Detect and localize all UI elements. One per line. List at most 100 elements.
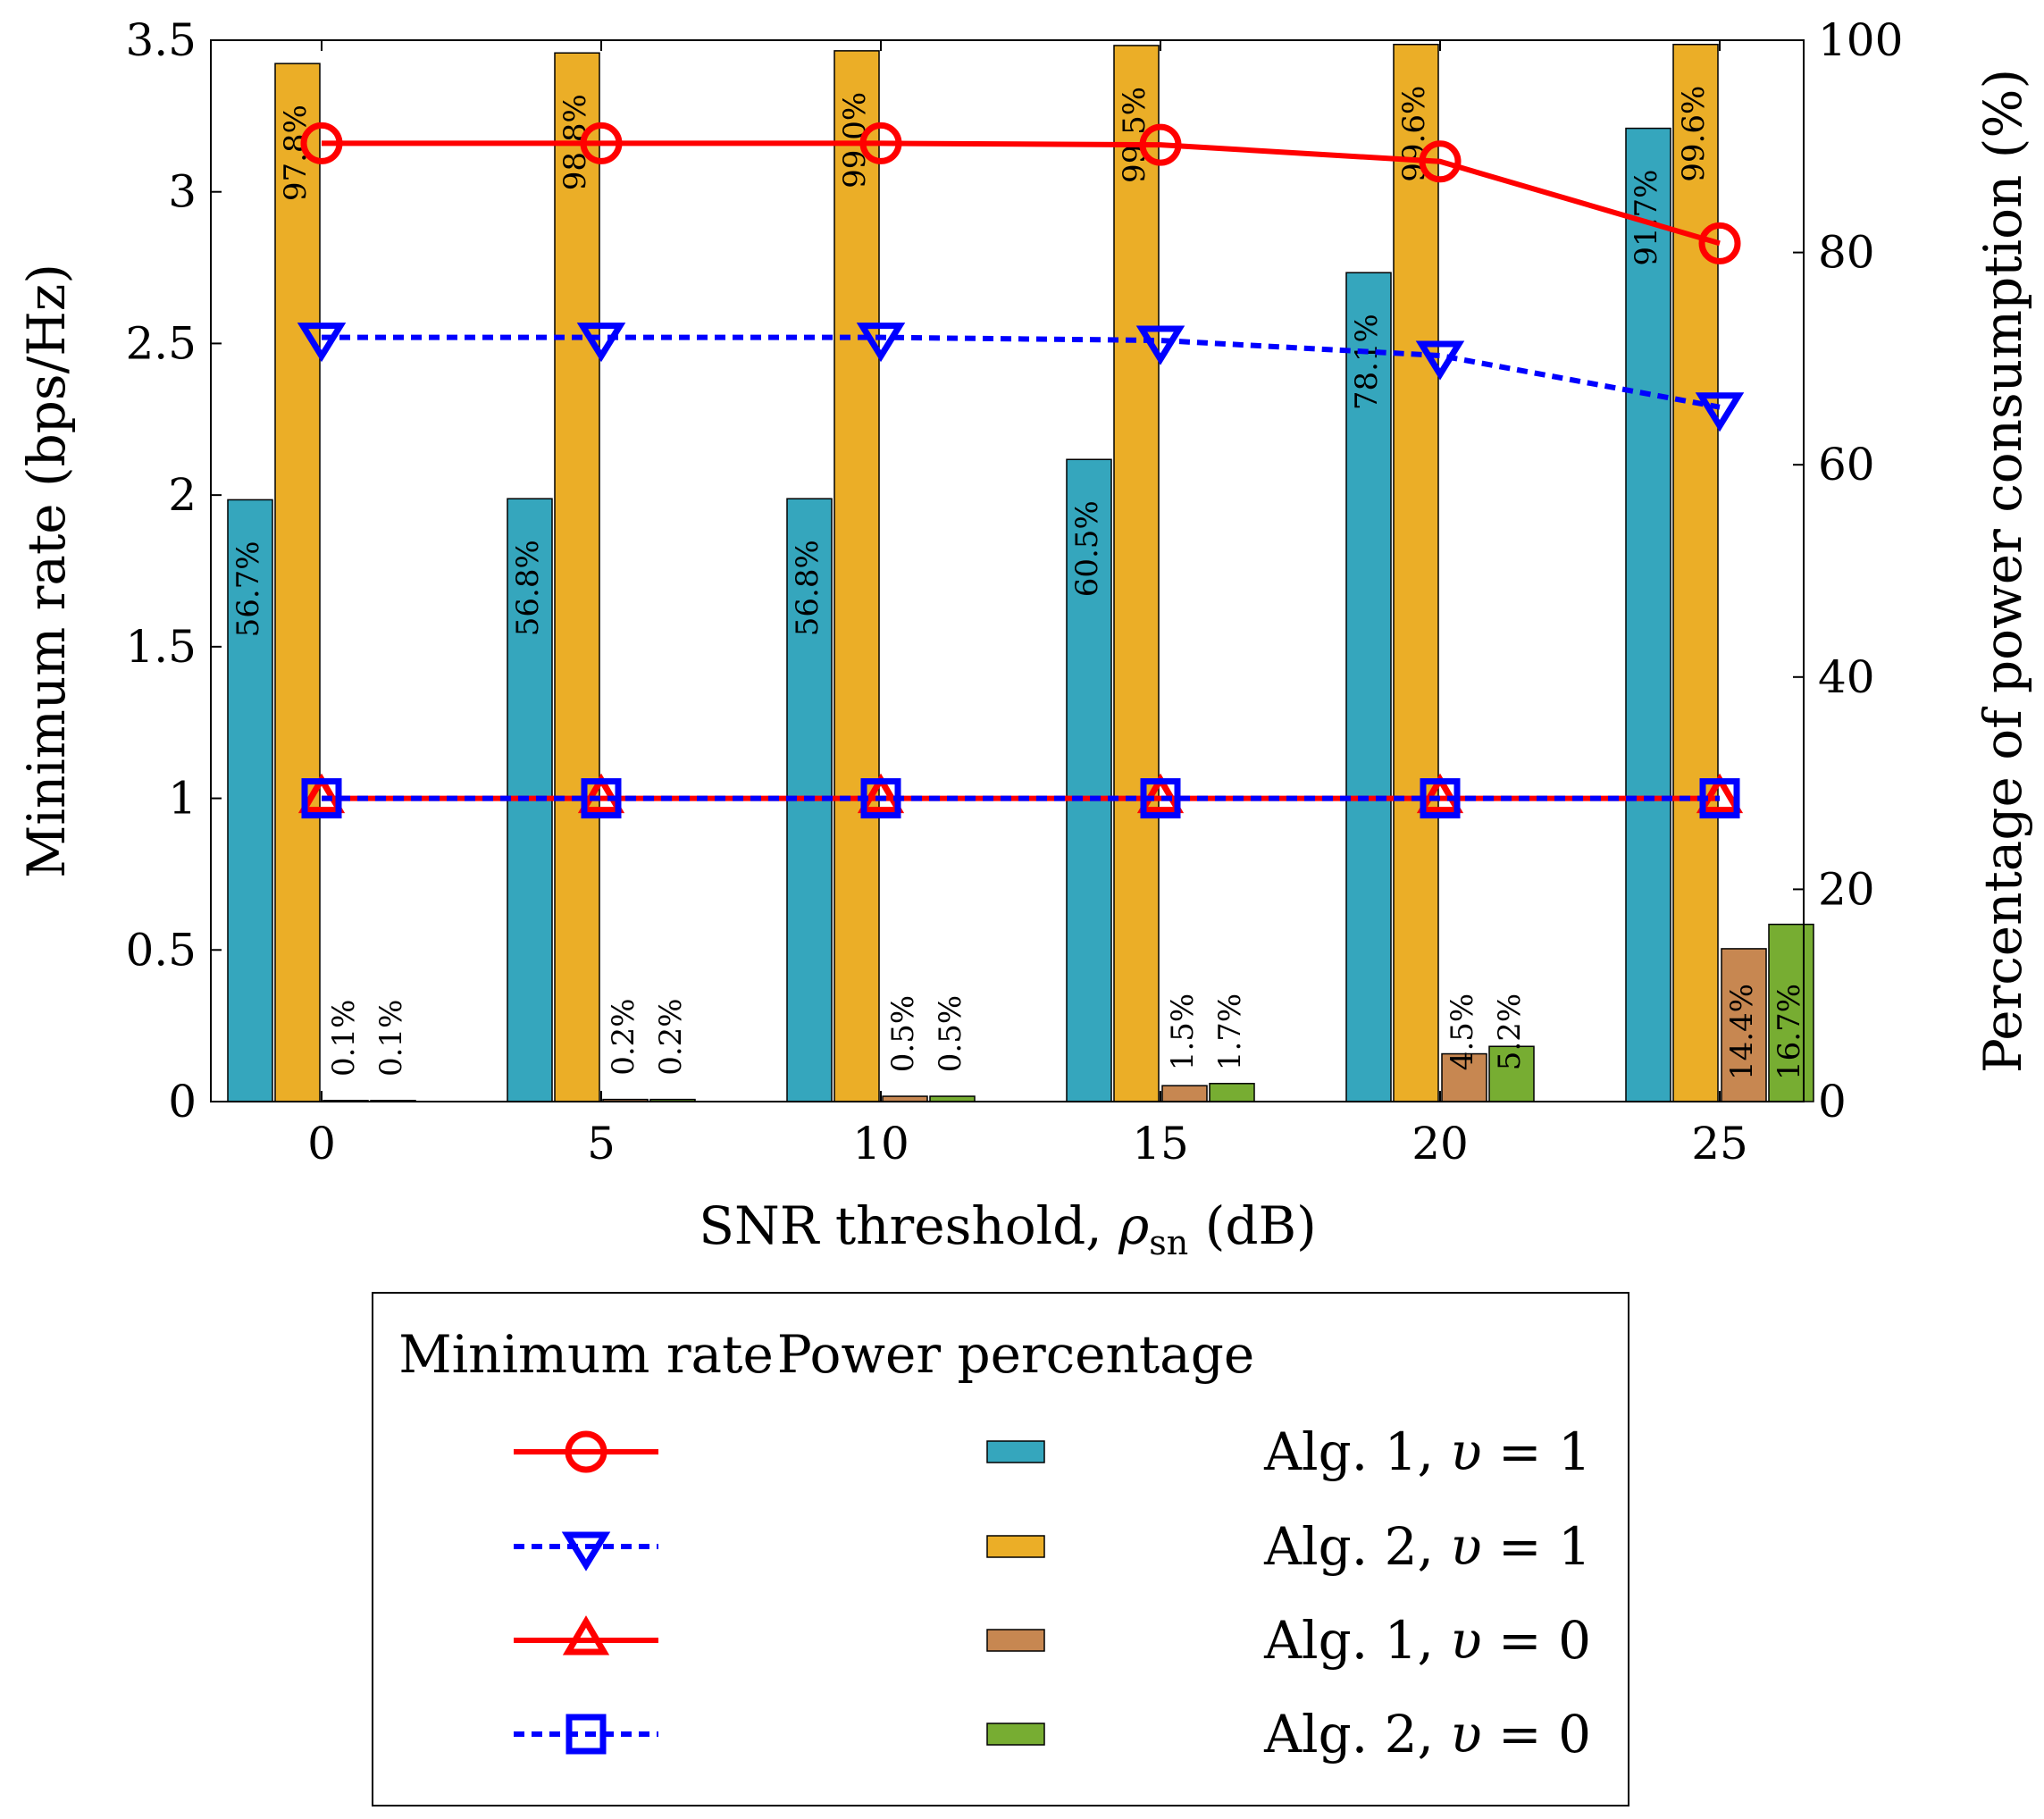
marker-s1-c0 (300, 122, 343, 164)
legend-label-symbol-2: υ (1450, 1516, 1481, 1577)
legend-swatch-4 (986, 1723, 1045, 1746)
bar-label-s4-c1: 0.2% (653, 998, 689, 1075)
legend-label-4: Alg. 2, υ = 0 (1263, 1704, 1591, 1765)
bar-label-s1-c4: 78.1% (1349, 314, 1385, 410)
marker-s2-c3 (1135, 325, 1185, 365)
legend-marker-1 (565, 1430, 607, 1473)
y-left-tick-1: 0.5 (125, 924, 197, 976)
bar-s2-c3 (1113, 45, 1160, 1102)
marker-s2-c5 (1695, 392, 1745, 432)
marker-s3-c1 (577, 773, 625, 814)
bar-s2-c0 (274, 63, 321, 1102)
marker-s3-c2 (857, 773, 905, 814)
legend: Minimum rate Power percentage Alg. 1, υ … (372, 1292, 1629, 1806)
x-axis-title-rho: ρ (1118, 1195, 1149, 1256)
legend-swatch-2 (986, 1535, 1045, 1558)
marker-s2-c4 (1415, 340, 1465, 381)
marker-s3-c0 (297, 773, 346, 814)
bar-label-s4-c5: 16.7% (1772, 984, 1807, 1080)
y-left-tick-6: 3 (168, 166, 197, 218)
bar-label-s1-c3: 60.5% (1069, 500, 1105, 597)
y-axis-title-left: Minimum rate (bps/Hz) (16, 264, 77, 878)
bar-label-s3-c3: 1.5% (1165, 993, 1201, 1070)
bar-label-s3-c0: 0.1% (326, 1000, 362, 1077)
bar-s3-c3 (1161, 1085, 1208, 1102)
legend-label-2: Alg. 2, υ = 1 (1263, 1516, 1591, 1577)
legend-marker-2 (561, 1531, 611, 1572)
bar-label-s1-c2: 56.8% (790, 540, 825, 636)
bar-s4-c3 (1209, 1083, 1255, 1102)
x-axis-title: SNR threshold, ρsn (dB) (699, 1195, 1316, 1262)
legend-marker-3 (562, 1615, 610, 1656)
y-left-tick-3: 1.5 (125, 621, 197, 673)
marker-s2-c1 (576, 323, 626, 363)
marker-s4-c4 (1420, 778, 1461, 819)
bar-label-s4-c4: 5.2% (1492, 993, 1528, 1070)
marker-s2-c0 (297, 323, 347, 363)
legend-label-alg-3: Alg. 1, (1263, 1610, 1450, 1671)
y-right-tick-5: 100 (1818, 14, 1903, 66)
line-s2 (322, 334, 1721, 410)
legend-entry-2: Alg. 2, υ = 1 (514, 1516, 1591, 1577)
bar-s4-c4 (1488, 1045, 1535, 1102)
bar-s1-c5 (1625, 127, 1671, 1102)
bar-s2-c1 (554, 52, 600, 1102)
bar-label-s2-c4: 99.6% (1396, 86, 1432, 182)
bar-s2-c5 (1672, 44, 1719, 1102)
legend-label-symbol-3: υ (1450, 1610, 1481, 1671)
y-left-tick-5: 2.5 (125, 317, 197, 369)
y-axis-title-right: Percentage of power consumption (%) (1973, 69, 2033, 1073)
marker-s4-c0 (301, 778, 342, 819)
marker-s4-c3 (1140, 778, 1181, 819)
legend-label-alg-1: Alg. 1, (1263, 1421, 1450, 1482)
legend-swatch-3 (986, 1629, 1045, 1652)
bar-s2-c4 (1393, 44, 1439, 1102)
y-left-tick-4: 2 (168, 469, 197, 521)
legend-entry-4: Alg. 2, υ = 0 (514, 1704, 1591, 1765)
legend-label-alg-2: Alg. 2, (1263, 1516, 1450, 1577)
legend-swatch-1 (986, 1440, 1045, 1463)
ticks-layer: 0 0.5 1 1.5 2 2.5 3 3.5 0 20 40 60 80 100 0 5 10 15 20 25 (125, 14, 1903, 1169)
bar-label-s2-c5: 99.6% (1676, 86, 1712, 182)
bar-label-s3-c5: 14.4% (1724, 984, 1760, 1080)
bar-label-s4-c0: 0.1% (373, 1000, 409, 1077)
bar-label-s1-c1: 56.8% (510, 540, 546, 636)
lines-layer (297, 122, 1745, 819)
bar-s4-c5 (1768, 923, 1814, 1102)
x-axis-title-unit: (dB) (1188, 1195, 1316, 1256)
legend-label-value-4: = 0 (1482, 1704, 1591, 1765)
bar-label-s2-c2: 99.0% (837, 92, 873, 189)
y-left-tick-0: 0 (168, 1076, 197, 1127)
bar-label-s1-c0: 56.7% (230, 541, 266, 637)
x-tick-2: 10 (852, 1118, 909, 1169)
marker-s3-c5 (1696, 773, 1744, 814)
marker-s2-c2 (856, 323, 906, 363)
bar-s1-c0 (227, 499, 273, 1102)
bar-labels-layer: 56.7% 56.8% 56.8% 60.5%78.1%91.7%97.8% 98.8%… (230, 86, 1807, 1080)
legend-label-symbol-4: υ (1450, 1704, 1481, 1765)
marker-s3-c3 (1136, 773, 1185, 814)
y-right-tick-4: 80 (1818, 227, 1875, 279)
marker-s4-c5 (1699, 778, 1740, 819)
legend-label-value-3: = 0 (1482, 1610, 1591, 1671)
marker-s1-c4 (1419, 140, 1462, 183)
legend-label-symbol-1: υ (1450, 1421, 1481, 1482)
marker-s3-c4 (1416, 773, 1464, 814)
x-tick-0: 0 (307, 1118, 336, 1169)
x-tick-1: 5 (587, 1118, 616, 1169)
legend-entry-1: Alg. 1, υ = 1 (514, 1421, 1591, 1482)
y-left-tick-2: 1 (168, 773, 197, 825)
bar-s2-c2 (834, 50, 880, 1102)
y-right-tick-1: 20 (1818, 863, 1875, 915)
x-tick-4: 20 (1412, 1118, 1469, 1169)
y-left-tick-7: 3.5 (125, 14, 197, 66)
marker-s1-c3 (1139, 123, 1182, 166)
bar-label-s3-c4: 4.5% (1445, 993, 1480, 1070)
plot-frame (210, 39, 1805, 1102)
legend-header-power: Power percentage (777, 1324, 1254, 1385)
y-right-tick-3: 60 (1818, 439, 1875, 490)
marker-s1-c2 (859, 122, 902, 164)
bar-label-s4-c2: 0.5% (933, 995, 968, 1072)
